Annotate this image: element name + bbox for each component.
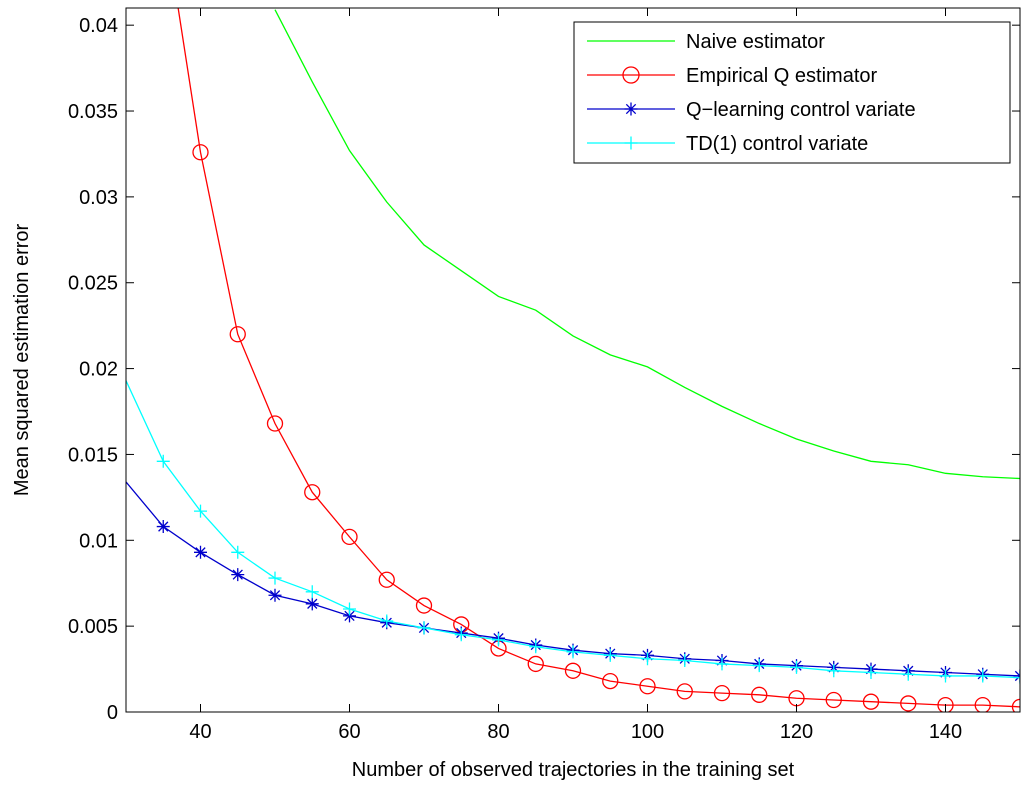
- series-line: [274, 9, 1020, 480]
- y-tick-label: 0.03: [79, 187, 118, 209]
- star-marker: [231, 568, 245, 582]
- plus-marker: [641, 652, 654, 666]
- circle-marker: [713, 684, 731, 702]
- plus-marker: [678, 653, 692, 667]
- y-tick-label: 0.015: [68, 444, 118, 466]
- plus-marker: [939, 669, 952, 683]
- star-marker: [156, 520, 170, 534]
- plus-marker: [715, 657, 729, 671]
- legend-entry: TD(1) control variate: [587, 133, 868, 155]
- plus-marker: [827, 664, 841, 678]
- circle-marker: [266, 415, 284, 432]
- circle-marker: [602, 672, 619, 690]
- legend: Naive estimator Empirical Q estimator Q−le…: [573, 21, 1011, 164]
- circle-marker: [974, 696, 991, 712]
- plus-marker: [305, 585, 319, 599]
- series-naive-estimator: [274, 9, 1020, 480]
- y-tick-label: 0.005: [68, 616, 118, 638]
- plus-marker: [380, 614, 394, 628]
- series-layer: [126, 8, 1020, 712]
- star-marker: [268, 588, 282, 602]
- circle-marker: [1011, 698, 1020, 712]
- plus-marker: [343, 602, 356, 616]
- circle-marker: [751, 686, 768, 703]
- y-tick-label: 0: [107, 702, 118, 724]
- plus-marker: [901, 667, 915, 681]
- y-tick-label: 0.025: [68, 273, 118, 295]
- legend-label: Naive estimator: [686, 31, 825, 53]
- x-axis-label: Number of observed trajectories in the t…: [352, 759, 795, 781]
- circle-marker: [378, 571, 395, 588]
- plus-marker: [752, 659, 766, 673]
- circle-marker: [862, 693, 880, 710]
- plus-marker: [417, 621, 431, 635]
- legend-label: TD(1) control variate: [686, 133, 868, 155]
- plus-marker: [976, 669, 990, 683]
- y-tick-label: 0.04: [79, 15, 118, 37]
- plus-marker: [529, 640, 543, 654]
- star-marker: [194, 545, 207, 559]
- plus-marker: [790, 660, 803, 674]
- plus-marker: [194, 504, 207, 518]
- legend-entry: Empirical Q estimator: [587, 65, 877, 87]
- plus-marker: [231, 545, 245, 559]
- x-tick-label: 80: [487, 721, 509, 743]
- circle-marker: [229, 326, 246, 343]
- series-line: [177, 8, 1020, 708]
- circle-marker: [527, 655, 544, 673]
- plus-marker: [454, 628, 468, 642]
- circle-marker: [937, 696, 954, 712]
- plot-frame: [125, 7, 1021, 713]
- y-axis-label: Mean squared estimation error: [11, 223, 33, 496]
- plus-marker: [492, 633, 505, 647]
- x-tick-label: 140: [929, 721, 962, 743]
- legend-label: Empirical Q estimator: [686, 65, 877, 87]
- star-marker: [343, 609, 356, 623]
- plus-marker: [864, 666, 878, 680]
- legend-label: Q−learning control variate: [686, 99, 916, 121]
- circle-marker: [676, 683, 693, 700]
- legend-entry: Naive estimator: [587, 31, 825, 53]
- circle-marker: [622, 66, 640, 84]
- plus-marker: [268, 571, 282, 585]
- star-marker: [624, 102, 638, 116]
- circle-marker: [304, 484, 321, 501]
- y-tick-label: 0.02: [79, 359, 118, 381]
- series-td-1-control-variate: [126, 380, 1020, 685]
- x-tick-label: 40: [189, 721, 211, 743]
- legend-entry: Q−learning control variate: [587, 99, 916, 121]
- legend-box: [573, 21, 1011, 164]
- plus-marker: [624, 136, 638, 150]
- star-marker: [305, 597, 319, 611]
- circle-marker: [415, 597, 433, 614]
- x-tick-label: 100: [631, 721, 664, 743]
- circle-marker: [639, 678, 656, 695]
- circle-marker: [900, 695, 917, 712]
- plus-marker: [1013, 671, 1020, 685]
- series-empirical-q-estimator: [177, 8, 1020, 712]
- circle-marker: [192, 144, 209, 161]
- plus-marker: [603, 648, 617, 662]
- circle-marker: [564, 662, 582, 679]
- y-tick-label: 0.01: [79, 530, 118, 552]
- circle-marker: [825, 691, 842, 709]
- tick-layer: 40 60 80 100 120 140 0 0.005 0.01 0.015 0.02 0.025 0…: [68, 8, 1020, 743]
- x-tick-label: 60: [338, 721, 360, 743]
- plus-marker: [156, 454, 170, 468]
- circle-marker: [341, 528, 358, 546]
- y-tick-label: 0.035: [68, 101, 118, 123]
- plus-marker: [566, 645, 580, 659]
- x-tick-label: 120: [780, 721, 813, 743]
